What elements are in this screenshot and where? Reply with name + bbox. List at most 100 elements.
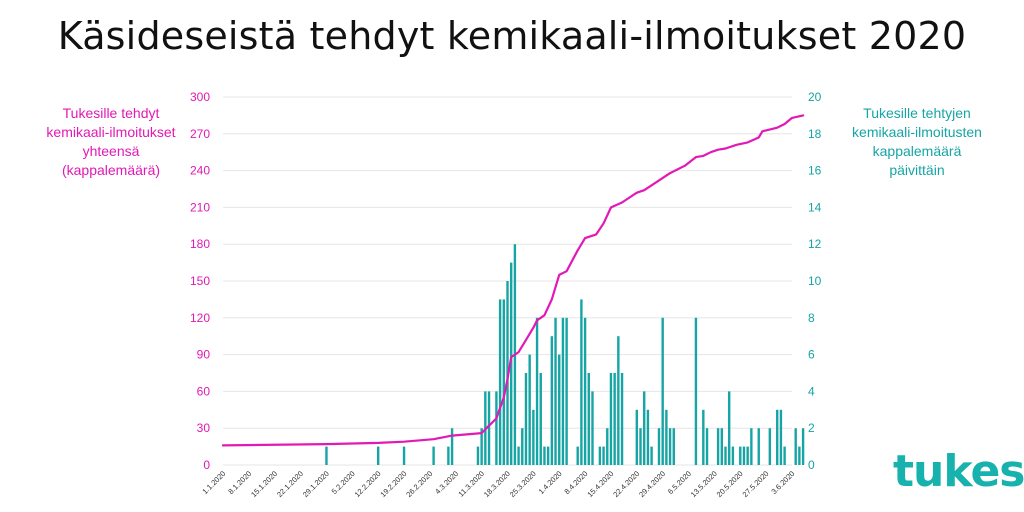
left-tick-label: 210 xyxy=(190,200,210,214)
daily-bar xyxy=(731,446,735,465)
daily-bar xyxy=(650,446,653,465)
daily-bar xyxy=(528,354,531,465)
daily-bar xyxy=(794,428,797,465)
daily-bar xyxy=(757,428,760,465)
daily-bar xyxy=(487,391,491,465)
daily-bar xyxy=(739,446,742,465)
daily-bar xyxy=(639,428,642,465)
x-tick-label: 15.1.2020 xyxy=(249,469,279,499)
left-tick-label: 240 xyxy=(190,164,210,178)
x-tick-label: 27.5.2020 xyxy=(741,469,771,499)
right-tick-label: 20 xyxy=(808,90,822,104)
daily-bar xyxy=(450,428,454,465)
daily-bar xyxy=(668,428,672,465)
x-tick-label: 1.4.2020 xyxy=(537,469,564,496)
daily-bar xyxy=(580,299,583,465)
x-tick-label: 22.4.2020 xyxy=(611,469,641,499)
daily-bar xyxy=(783,446,786,465)
daily-bar xyxy=(476,446,480,465)
daily-bar xyxy=(480,428,483,465)
daily-bar xyxy=(694,317,698,465)
daily-bar xyxy=(532,409,535,465)
daily-bar xyxy=(517,446,520,465)
daily-bar xyxy=(587,373,590,465)
right-tick-label: 2 xyxy=(808,421,815,435)
daily-bar xyxy=(598,446,602,465)
daily-bar xyxy=(509,262,513,465)
left-tick-label: 150 xyxy=(190,274,210,288)
daily-bar xyxy=(617,336,620,465)
daily-bar xyxy=(550,336,554,465)
left-tick-label: 120 xyxy=(190,311,210,325)
daily-bar xyxy=(720,428,723,465)
daily-bar xyxy=(583,317,587,465)
daily-bar xyxy=(665,409,668,465)
daily-bar xyxy=(776,409,779,465)
right-tick-label: 8 xyxy=(808,311,815,325)
daily-bar xyxy=(750,428,753,465)
daily-bar xyxy=(495,391,498,465)
daily-bar xyxy=(498,299,502,465)
daily-bar xyxy=(643,391,646,465)
daily-bar xyxy=(609,373,613,465)
daily-bar xyxy=(376,446,380,465)
right-tick-label: 16 xyxy=(808,164,822,178)
daily-bar xyxy=(558,354,561,465)
daily-bar xyxy=(565,317,568,465)
left-tick-label: 60 xyxy=(197,384,211,398)
x-tick-label: 26.2.2020 xyxy=(404,469,434,499)
daily-bar xyxy=(554,317,557,465)
right-tick-label: 4 xyxy=(808,384,815,398)
daily-bar xyxy=(801,428,805,465)
left-axis-label: Tukesille tehdyt kemikaali-ilmoitukset y… xyxy=(46,105,176,178)
daily-bar xyxy=(657,428,661,465)
chart-title: Käsideseistä tehdyt kemikaali-ilmoitukse… xyxy=(57,14,967,58)
daily-bar xyxy=(716,428,720,465)
x-tick-label: 18.3.2020 xyxy=(482,469,512,499)
daily-bar xyxy=(502,299,506,465)
daily-bar xyxy=(672,428,675,465)
daily-bar xyxy=(724,446,727,465)
daily-bar xyxy=(779,409,783,465)
daily-bar xyxy=(620,373,624,465)
x-tick-label: 15.4.2020 xyxy=(585,469,615,499)
x-tick-label: 3.6.2020 xyxy=(769,469,796,496)
daily-bar xyxy=(432,446,435,465)
daily-bar xyxy=(576,446,579,465)
daily-bar xyxy=(705,428,709,465)
daily-bar xyxy=(535,317,539,465)
x-tick-label: 25.3.2020 xyxy=(508,469,538,499)
left-tick-label: 270 xyxy=(190,127,210,141)
cumulative-line xyxy=(221,114,805,447)
x-tick-label: 20.5.2020 xyxy=(715,469,745,499)
right-axis-label: Tukesille tehtyjen kemikaali-ilmoitusten… xyxy=(852,105,982,178)
daily-bar xyxy=(606,428,609,465)
x-tick-label: 13.5.2020 xyxy=(689,469,719,499)
daily-bar xyxy=(742,446,746,465)
right-tick-label: 18 xyxy=(808,127,822,141)
daily-bar xyxy=(539,373,542,465)
tukes-logo: tukes xyxy=(893,446,1024,497)
daily-bar xyxy=(447,446,450,465)
daily-bar xyxy=(727,391,731,465)
right-tick-label: 12 xyxy=(808,237,822,251)
daily-bar xyxy=(702,409,705,465)
daily-bar xyxy=(746,446,749,465)
daily-bar xyxy=(613,373,616,465)
daily-bar xyxy=(561,317,565,465)
daily-bar xyxy=(521,428,524,465)
daily-bar xyxy=(543,446,546,465)
left-tick-label: 30 xyxy=(197,421,211,435)
x-tick-label: 12.2.2020 xyxy=(353,469,383,499)
x-tick-label: 29.1.2020 xyxy=(301,469,331,499)
daily-bar xyxy=(646,409,650,465)
daily-bar xyxy=(546,446,550,465)
left-tick-label: 300 xyxy=(190,90,210,104)
x-tick-label: 29.4.2020 xyxy=(637,469,667,499)
left-tick-label: 0 xyxy=(203,458,210,472)
daily-bar xyxy=(635,409,639,465)
x-tick-label: 22.1.2020 xyxy=(275,469,305,499)
right-tick-label: 6 xyxy=(808,348,815,362)
daily-bar xyxy=(325,446,328,465)
